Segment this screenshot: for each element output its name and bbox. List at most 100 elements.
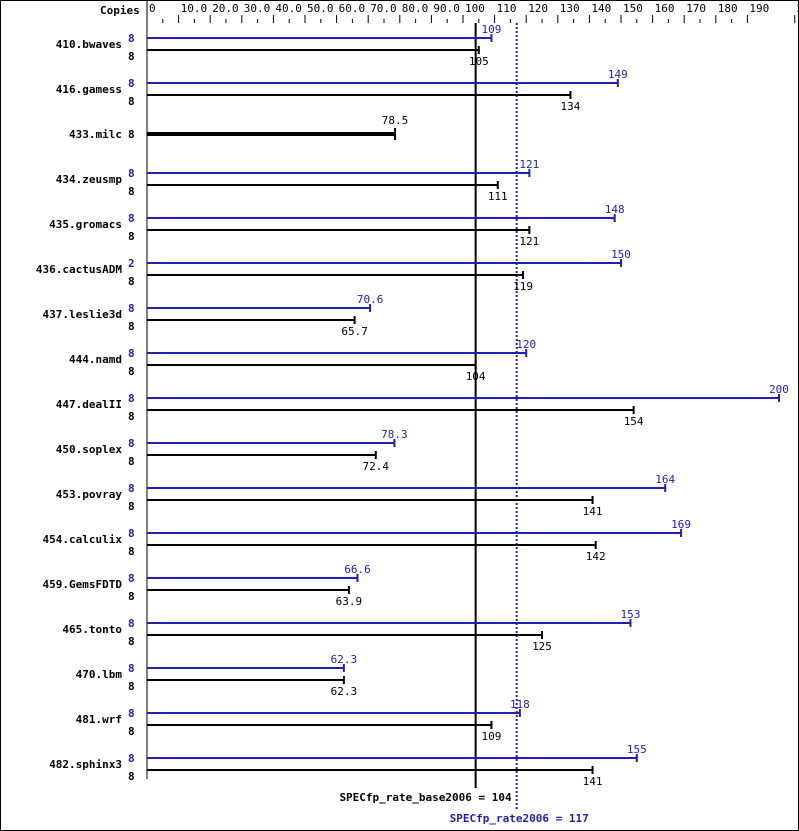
- base-copies: 8: [128, 320, 135, 333]
- peak-copies: 8: [128, 212, 135, 225]
- tick-label: 60.0: [339, 2, 366, 15]
- peak-copies: 8: [128, 392, 135, 405]
- tick-label: 205: [797, 2, 798, 15]
- base-copies: 8: [128, 275, 135, 288]
- peak-copies: 8: [128, 662, 135, 675]
- peak-value-label: 66.6: [344, 563, 371, 576]
- base-mean-label: SPECfp_rate_base2006 = 104: [339, 791, 512, 804]
- base-value-label: 125: [532, 640, 552, 653]
- base-copies: 8: [128, 500, 135, 513]
- base-value-label: 141: [583, 775, 603, 788]
- tick-label: 160: [655, 2, 675, 15]
- tick-label: 20.0: [212, 2, 239, 15]
- tick-label: 110: [497, 2, 517, 15]
- base-value-label: 104: [466, 370, 486, 383]
- base-copies: 8: [128, 410, 135, 423]
- base-value-label: 65.7: [341, 325, 368, 338]
- copies-header: Copies: [100, 4, 140, 17]
- base-copies: 8: [128, 185, 135, 198]
- base-value-label: 154: [624, 415, 644, 428]
- base-value-label: 119: [513, 280, 533, 293]
- peak-copies: 8: [128, 77, 135, 90]
- peak-value-label: 121: [519, 158, 539, 171]
- base-copies: 8: [128, 455, 135, 468]
- peak-value-label: 164: [655, 473, 675, 486]
- base-copies: 8: [128, 680, 135, 693]
- tick-label: 190: [749, 2, 769, 15]
- base-value-label: 105: [469, 55, 489, 68]
- base-copies: 8: [128, 545, 135, 558]
- peak-copies: 8: [128, 752, 135, 765]
- benchmark-name: 447.dealII: [56, 398, 122, 411]
- base-copies: 8: [128, 128, 135, 141]
- benchmark-name: 410.bwaves: [56, 38, 122, 51]
- tick-label: 90.0: [433, 2, 460, 15]
- benchmark-name: 434.zeusmp: [56, 173, 123, 186]
- peak-value-label: 150: [611, 248, 631, 261]
- base-value-label: 63.9: [336, 595, 363, 608]
- benchmark-name: 433.milc: [69, 128, 122, 141]
- tick-label: 40.0: [275, 2, 302, 15]
- peak-copies: 2: [128, 257, 135, 270]
- benchmark-name: 481.wrf: [76, 713, 122, 726]
- base-value-label: 142: [586, 550, 606, 563]
- peak-value-label: 169: [671, 518, 691, 531]
- peak-value-label: 78.3: [381, 428, 408, 441]
- benchmark-name: 444.namd: [69, 353, 122, 366]
- benchmark-name: 453.povray: [56, 488, 123, 501]
- base-value-label: 72.4: [363, 460, 390, 473]
- tick-label: 100: [465, 2, 485, 15]
- base-value-label: 111: [488, 190, 508, 203]
- tick-label: 170: [686, 2, 706, 15]
- base-copies: 8: [128, 725, 135, 738]
- peak-copies: 8: [128, 32, 135, 45]
- base-copies: 8: [128, 590, 135, 603]
- base-value-label: 134: [561, 100, 581, 113]
- tick-label: 140: [591, 2, 611, 15]
- base-copies: 8: [128, 95, 135, 108]
- peak-value-label: 153: [621, 608, 641, 621]
- benchmark-name: 482.sphinx3: [49, 758, 122, 771]
- peak-copies: 8: [128, 347, 135, 360]
- base-value-label: 78.5: [382, 114, 409, 127]
- tick-label: 120: [528, 2, 548, 15]
- peak-value-label: 200: [769, 383, 789, 396]
- peak-copies: 8: [128, 167, 135, 180]
- tick-label: 50.0: [307, 2, 334, 15]
- base-copies: 8: [128, 50, 135, 63]
- peak-value-label: 118: [510, 698, 530, 711]
- tick-label: 180: [718, 2, 738, 15]
- benchmark-name: 436.cactusADM: [36, 263, 122, 276]
- peak-copies: 8: [128, 527, 135, 540]
- benchmark-name: 459.GemsFDTD: [43, 578, 123, 591]
- base-copies: 8: [128, 230, 135, 243]
- tick-label: 0: [149, 2, 156, 15]
- peak-value-label: 149: [608, 68, 628, 81]
- benchmark-name: 465.tonto: [62, 623, 122, 636]
- benchmark-name: 416.gamess: [56, 83, 122, 96]
- base-copies: 8: [128, 635, 135, 648]
- base-copies: 8: [128, 365, 135, 378]
- benchmark-name: 437.leslie3d: [43, 308, 122, 321]
- tick-label: 150: [623, 2, 643, 15]
- peak-copies: 8: [128, 437, 135, 450]
- base-copies: 8: [128, 770, 135, 783]
- tick-label: 130: [560, 2, 580, 15]
- peak-value-label: 62.3: [331, 653, 358, 666]
- benchmark-name: 454.calculix: [43, 533, 123, 546]
- peak-value-label: 155: [627, 743, 647, 756]
- tick-label: 30.0: [244, 2, 270, 15]
- base-value-label: 141: [583, 505, 603, 518]
- tick-label: 10.0: [181, 2, 208, 15]
- peak-copies: 8: [128, 302, 135, 315]
- peak-copies: 8: [128, 707, 135, 720]
- base-value-label: 62.3: [331, 685, 358, 698]
- peak-copies: 8: [128, 617, 135, 630]
- peak-value-label: 70.6: [357, 293, 384, 306]
- base-value-label: 121: [519, 235, 539, 248]
- peak-value-label: 109: [482, 23, 502, 36]
- benchmark-name: 450.soplex: [56, 443, 123, 456]
- base-value-label: 109: [482, 730, 502, 743]
- benchmark-name: 435.gromacs: [49, 218, 122, 231]
